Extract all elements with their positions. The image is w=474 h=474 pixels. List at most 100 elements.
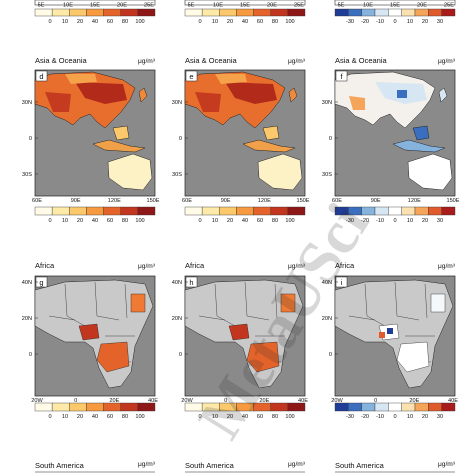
asia-e-colorbar: 0 10 20 40 60 80 100 <box>184 206 306 224</box>
top-0-colorbar-tick: 60 <box>107 19 113 25</box>
asia-e-colorbar-tick: 10 <box>212 218 218 224</box>
nigeria-high <box>78 323 100 341</box>
top-2-colorbar-tick: 20 <box>422 19 428 25</box>
top-0-colorbar-swatch <box>137 8 156 17</box>
africa-g-colorbar-tick: 0 <box>48 414 51 420</box>
top-panel-2: 5E 10E 15E 20E 25E <box>334 0 456 9</box>
top-1-colorbar-swatch <box>184 8 203 17</box>
top-axis-tick: 25E <box>294 3 304 9</box>
asia-panel-letter: e <box>189 72 193 81</box>
top-1-colorbar-tick: 0 <box>198 19 201 25</box>
africa-region-title: Africa <box>335 261 355 270</box>
congo-region <box>246 341 280 373</box>
africa-lat-tick: 40N <box>172 280 182 286</box>
asia-d-colorbar-swatch <box>69 206 87 216</box>
top-2-colorbar-tick: -20 <box>361 19 369 25</box>
africa-g-colorbar-swatch <box>51 402 70 412</box>
top-panel-frame <box>184 0 306 6</box>
asia-f-colorbar-tick: 30 <box>437 218 443 224</box>
top-1-colorbar-swatch <box>236 8 254 17</box>
asia-lon-tick: 150E <box>146 198 159 204</box>
top-0-colorbar-tick: 20 <box>77 19 83 25</box>
top-1-colorbar-tick: 10 <box>212 19 218 25</box>
asia-d-colorbar-tick: 20 <box>77 218 83 224</box>
top-1-colorbar: 0 10 20 40 60 80 100 <box>184 8 306 25</box>
africa-h-colorbar-tick: 20 <box>227 414 233 420</box>
asia-d-colorbar-tick: 0 <box>48 218 51 224</box>
top-panel-1: 5E 10E 15E 20E 25E <box>184 0 306 9</box>
asia-region-title: Asia & Oceania <box>35 56 88 65</box>
top-1-colorbar-tick: 40 <box>242 19 248 25</box>
asia-d-colorbar-tick: 60 <box>107 218 113 224</box>
africa-panel-letter: i <box>341 278 343 287</box>
top-2-colorbar-swatch <box>388 8 402 17</box>
top-0-colorbar-tick: 100 <box>135 19 144 25</box>
africa-panel-i: Africa μg/m³ i 40N 20N 0 20W 0 20E 40E <box>322 261 459 404</box>
africa-g-colorbar-tick: 100 <box>135 414 144 420</box>
bottom-region-title: South America <box>35 461 85 470</box>
australia-land <box>407 153 453 191</box>
country-border <box>274 283 278 319</box>
africa-h-colorbar-tick: 60 <box>257 414 263 420</box>
africa-lon-tick: 0 <box>374 398 377 404</box>
india-high-concentration <box>195 92 221 112</box>
africa-h-colorbar-tick: 0 <box>198 414 201 420</box>
top-0-colorbar-swatch <box>69 8 87 17</box>
africa-lat-tick: 20N <box>172 316 182 322</box>
top-axis-tick: 10E <box>213 3 223 9</box>
japan-land <box>138 87 148 103</box>
bottom-unit-label: μg/m³ <box>438 461 456 468</box>
top-axis-tick: 10E <box>363 3 373 9</box>
asia-d-colorbar-swatch <box>103 206 121 216</box>
asia-panel-letter: d <box>39 72 43 81</box>
africa-h-colorbar-swatch <box>287 402 306 412</box>
africa-h-colorbar: 0 10 20 40 60 80 100 <box>184 402 306 420</box>
asia-f-colorbar-swatch <box>388 206 402 216</box>
top-1-colorbar-swatch <box>253 8 271 17</box>
country-border <box>424 283 428 319</box>
asia-letter-box <box>35 70 48 82</box>
egypt-change <box>430 293 446 313</box>
asia-f-colorbar-swatch <box>414 206 429 216</box>
africa-g-colorbar-tick: 80 <box>122 414 128 420</box>
africa-i-colorbar-tick: 10 <box>407 414 413 420</box>
africa-lat-tick: 0 <box>29 352 32 358</box>
asia-unit-label: μg/m³ <box>138 58 156 65</box>
asia-d-colorbar-tick: 80 <box>122 218 128 224</box>
africa-i-colorbar: -30 -20 -10 0 10 20 30 <box>334 402 456 420</box>
africa-i-colorbar-tick: -30 <box>346 414 354 420</box>
asia-f-colorbar-swatch <box>361 206 376 216</box>
top-0-colorbar-swatch <box>120 8 139 17</box>
africa-i-colorbar-tick: -20 <box>361 414 369 420</box>
top-0-colorbar: 0 10 20 40 60 80 100 <box>34 8 156 25</box>
asia-d-colorbar-tick: 10 <box>62 218 68 224</box>
asia-e-colorbar-tick: 0 <box>198 218 201 224</box>
africa-lat-tick: 20N <box>322 316 332 322</box>
country-border <box>214 283 236 327</box>
country-border <box>394 281 420 321</box>
top-1-colorbar-tick: 80 <box>272 19 278 25</box>
asia-d-colorbar-swatch <box>120 206 139 216</box>
africa-h-colorbar-tick: 10 <box>212 414 218 420</box>
africa-lon-tick: 0 <box>74 398 77 404</box>
asia-d-colorbar: 0 10 20 40 60 80 100 <box>34 206 156 224</box>
top-axis-tick: 15E <box>90 3 100 9</box>
australia-land <box>257 153 303 191</box>
top-0-colorbar-tick: 80 <box>122 19 128 25</box>
top-2-colorbar-swatch <box>414 8 429 17</box>
asia-lat-tick: 30S <box>322 172 332 178</box>
africa-unit-label: μg/m³ <box>438 263 456 270</box>
asia-region-title: Asia & Oceania <box>335 56 388 65</box>
asia-d-colorbar-swatch <box>86 206 104 216</box>
japan-land <box>288 87 298 103</box>
africa-i-colorbar-tick: -10 <box>376 414 384 420</box>
top-2-colorbar-tick: 30 <box>437 19 443 25</box>
africa-panel-letter: g <box>39 278 43 287</box>
africa-unit-label: μg/m³ <box>288 263 306 270</box>
asia-lon-tick: 120E <box>408 198 421 204</box>
africa-lon-tick: 0 <box>224 398 227 404</box>
asia-lat-tick: 30S <box>22 172 32 178</box>
asia-lat-tick: 30S <box>172 172 182 178</box>
country-border <box>94 281 120 321</box>
africa-i-colorbar-swatch <box>334 402 349 412</box>
